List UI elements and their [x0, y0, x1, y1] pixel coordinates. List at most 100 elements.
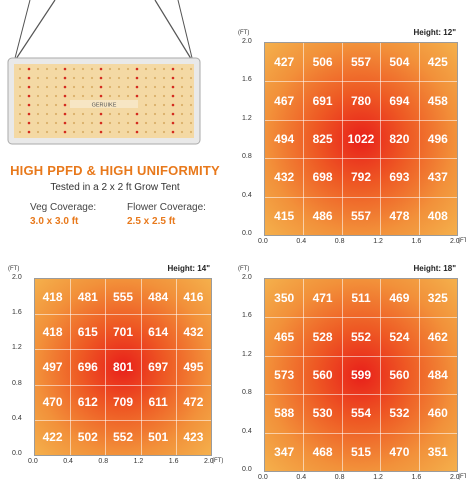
ppfd-heatmap: 427 506 557 504 425 467 691 780 694 458 494 825 1022…: [264, 42, 458, 236]
y-unit-label: (FT): [8, 266, 20, 272]
ppfd-cell-value: 422: [42, 430, 63, 445]
ppfd-cell-value: 423: [183, 430, 204, 445]
ppfd-cell-value: 416: [183, 289, 204, 304]
ppfd-cell-value: 611: [148, 395, 168, 410]
x-tick-label: 0.0: [258, 238, 268, 245]
ppfd-cell-value: 693: [389, 170, 410, 185]
ppfd-cell-value: 460: [427, 406, 448, 421]
grid-line: [265, 355, 457, 357]
ppfd-cell-value: 469: [389, 291, 410, 306]
ppfd-cell-value: 524: [389, 329, 410, 344]
x-tick-label: 1.6: [411, 474, 422, 481]
y-tick-label: 0.4: [242, 427, 252, 435]
headline: HIGH PPFD & HIGH UNIFORMITY: [10, 163, 220, 178]
grid-line: [35, 349, 211, 351]
ppfd-cell-value: 484: [148, 289, 169, 304]
x-tick-label: 0.8: [98, 458, 109, 465]
y-tick-label: 1.6: [242, 312, 252, 320]
y-tick-label: 1.6: [242, 76, 252, 84]
y-tick-label: 2.0: [242, 274, 252, 281]
x-tick-label: 1.2: [373, 474, 383, 481]
ppfd-cell-value: 780: [350, 93, 371, 108]
grid-line: [380, 279, 382, 471]
ppfd-cell-value: 555: [112, 289, 133, 304]
x-unit-label: (FT): [458, 474, 466, 480]
x-tick-label: 0.4: [63, 458, 73, 465]
grow-light-illustration: GERUIKE: [0, 0, 230, 150]
grid-line: [303, 43, 305, 235]
panel-title: Height: 14": [167, 264, 210, 273]
ppfd-cell-value: 432: [183, 324, 204, 339]
ppfd-cell-value: 472: [183, 395, 204, 410]
ppfd-cell-value: 325: [427, 291, 448, 306]
ppfd-cell-value: 462: [427, 329, 448, 344]
ppfd-cell-value: 801: [112, 359, 133, 374]
ppfd-cell-value: 496: [427, 131, 448, 146]
grid-line: [35, 314, 211, 316]
ppfd-cell-value: 351: [427, 444, 448, 459]
x-tick-label: 0.8: [334, 474, 345, 481]
ppfd-cell-value: 470: [42, 395, 63, 410]
ppfd-cell-value: 554: [350, 406, 371, 421]
y-unit-label: (FT): [238, 266, 250, 272]
x-tick-label: 1.2: [133, 458, 144, 465]
x-tick-label: 0.0: [258, 474, 268, 481]
ppfd-cell-value: 506: [312, 55, 333, 70]
ppfd-cell-value: 408: [427, 208, 448, 223]
x-tick-label: 2.0: [450, 474, 460, 481]
ppfd-cell-value: 465: [274, 329, 295, 344]
grid-line: [265, 317, 457, 319]
veg-coverage-value: 3.0 x 3.0 ft: [30, 216, 79, 227]
ppfd-cell-value: 530: [312, 406, 333, 421]
ppfd-heatmap: 418 481 555 484 416 418 615 701 614 432 497 696 801 6…: [34, 278, 212, 456]
ppfd-cell-value: 588: [274, 406, 295, 421]
x-unit-label: (FT): [212, 458, 224, 464]
ppfd-cell-value: 497: [42, 359, 63, 374]
ppfd-cell-value: 560: [389, 367, 410, 382]
ppfd-cell-value: 820: [389, 131, 410, 146]
y-tick-label: 0.8: [12, 379, 22, 387]
ppfd-cell-value: 425: [427, 55, 448, 70]
grid-line: [303, 279, 305, 471]
x-tick-label: 0.0: [28, 458, 38, 465]
grow-light-icon: GERUIKE: [7, 0, 201, 145]
y-tick-label: 0.0: [12, 450, 22, 457]
grid-line: [35, 384, 211, 386]
y-tick-label: 0.0: [242, 466, 252, 473]
x-tick-label: 1.2: [373, 238, 383, 245]
grid-line: [265, 432, 457, 434]
ppfd-cell-value: 470: [389, 444, 410, 459]
ppfd-cell-value: 709: [112, 395, 133, 410]
y-tick-label: 1.2: [242, 114, 252, 122]
grid-line: [418, 43, 420, 235]
y-unit-label: (FT): [238, 30, 250, 36]
y-tick-label: 0.4: [242, 191, 252, 199]
subline: Tested in a 2 x 2 ft Grow Tent: [50, 182, 180, 193]
ppfd-cell-value: 560: [312, 367, 333, 382]
ppfd-cell-value: 486: [312, 208, 333, 223]
grid-line: [140, 279, 142, 455]
grid-line: [418, 279, 420, 471]
ppfd-cell-value: 557: [350, 55, 371, 70]
ppfd-cell-value: 1022: [347, 131, 375, 146]
x-tick-label: 1.6: [168, 458, 179, 465]
ppfd-cell-value: 552: [350, 329, 371, 344]
x-tick-label: 0.8: [334, 238, 345, 245]
grid-line: [341, 43, 343, 235]
ppfd-cell-value: 694: [389, 93, 410, 108]
grid-line: [265, 196, 457, 198]
x-unit-label: (FT): [458, 238, 466, 244]
grid-line: [70, 279, 72, 455]
ppfd-cell-value: 494: [274, 131, 295, 146]
ppfd-cell-value: 615: [77, 324, 98, 339]
ppfd-cell-value: 478: [389, 208, 410, 223]
ppfd-heatmap: 350 471 511 469 325 465 528 552 524 462 573 560 599 5…: [264, 278, 458, 472]
x-tick-label: 0.4: [296, 474, 307, 481]
ppfd-cell-value: 528: [312, 329, 333, 344]
ppfd-cell-value: 437: [427, 170, 448, 185]
ppfd-cell-value: 502: [77, 430, 98, 445]
grid-line: [35, 419, 211, 421]
grid-line: [265, 158, 457, 160]
grid-line: [341, 279, 343, 471]
ppfd-cell-value: 552: [112, 430, 133, 445]
